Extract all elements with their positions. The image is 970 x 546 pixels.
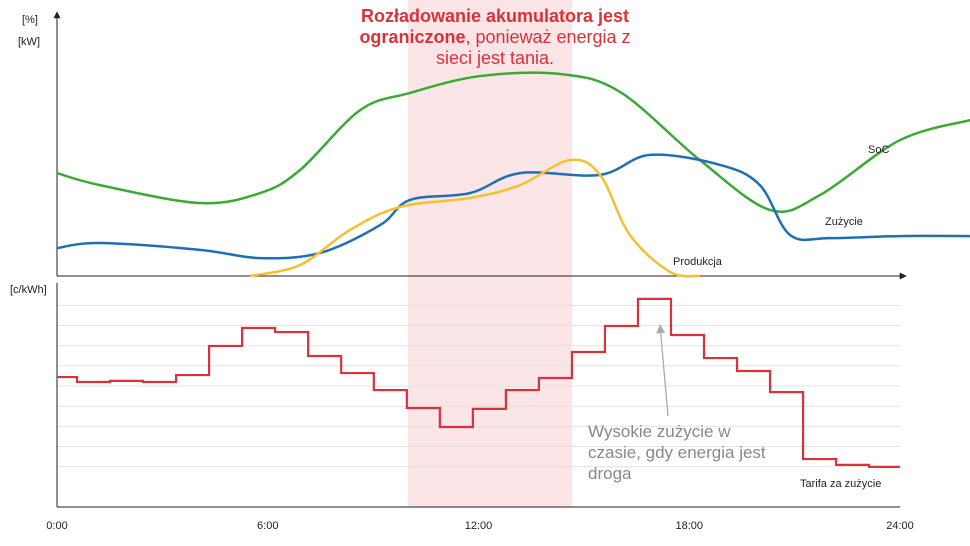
x-tick-label: 0:00 [46, 520, 67, 532]
series-line [57, 297, 900, 469]
x-tick-label: 18:00 [675, 520, 703, 532]
annotation-bold: Rozładowanie akumulatora jest ograniczon… [359, 6, 630, 47]
x-tick-label: 6:00 [257, 520, 278, 532]
annotation: Rozładowanie akumulatora jest ograniczon… [340, 6, 650, 69]
series-line [56, 71, 970, 213]
x-tick-label: 24:00 [886, 520, 914, 532]
annotation-text: , ponieważ energia z sieci jest tania. [435, 27, 631, 68]
series-label: Tarifa za zużycie [800, 478, 881, 490]
series-label: Produkcja [673, 256, 723, 268]
series-label: Zużycie [825, 216, 863, 228]
annotation-arrow [656, 324, 669, 417]
series-line [249, 158, 701, 278]
y-label: [kW] [18, 36, 40, 48]
y-label: [%] [22, 14, 38, 26]
y-label: [c/kWh] [10, 284, 47, 296]
x-tick-label: 12:00 [465, 520, 493, 532]
series-label: SoC [868, 144, 889, 156]
annotation: Wysokie zużycie w czasie, gdy energia je… [588, 422, 766, 483]
series-line [56, 153, 970, 260]
